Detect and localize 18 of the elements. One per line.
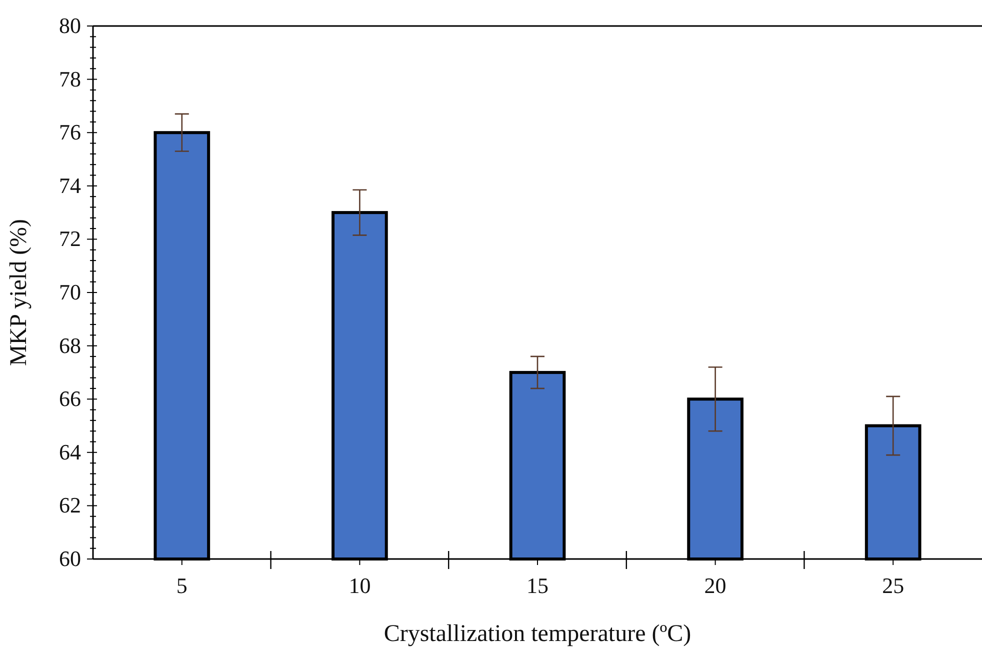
y-axis-title: MKP yield (%) [6, 218, 32, 366]
y-tick-label: 78 [59, 66, 81, 92]
x-tick-label: 5 [176, 573, 188, 598]
y-tick-label: 62 [59, 492, 81, 518]
y-tick-label: 70 [59, 280, 81, 305]
y-tick-label: 64 [59, 439, 81, 464]
x-tick-label: 15 [526, 573, 548, 598]
x-axis-title: Crystallization temperature (ºC) [384, 621, 692, 647]
y-tick-label: 68 [59, 332, 81, 358]
x-tick-label: 25 [882, 573, 904, 598]
y-tick-label: 76 [59, 120, 81, 145]
x-tick-label: 20 [704, 573, 726, 598]
y-tick-label: 72 [59, 226, 81, 252]
x-tick-label: 10 [348, 573, 371, 598]
y-tick-label: 66 [59, 386, 81, 412]
y-tick-label: 74 [59, 172, 81, 198]
y-tick-label: 80 [59, 13, 81, 38]
y-tick-label: 60 [59, 546, 81, 572]
